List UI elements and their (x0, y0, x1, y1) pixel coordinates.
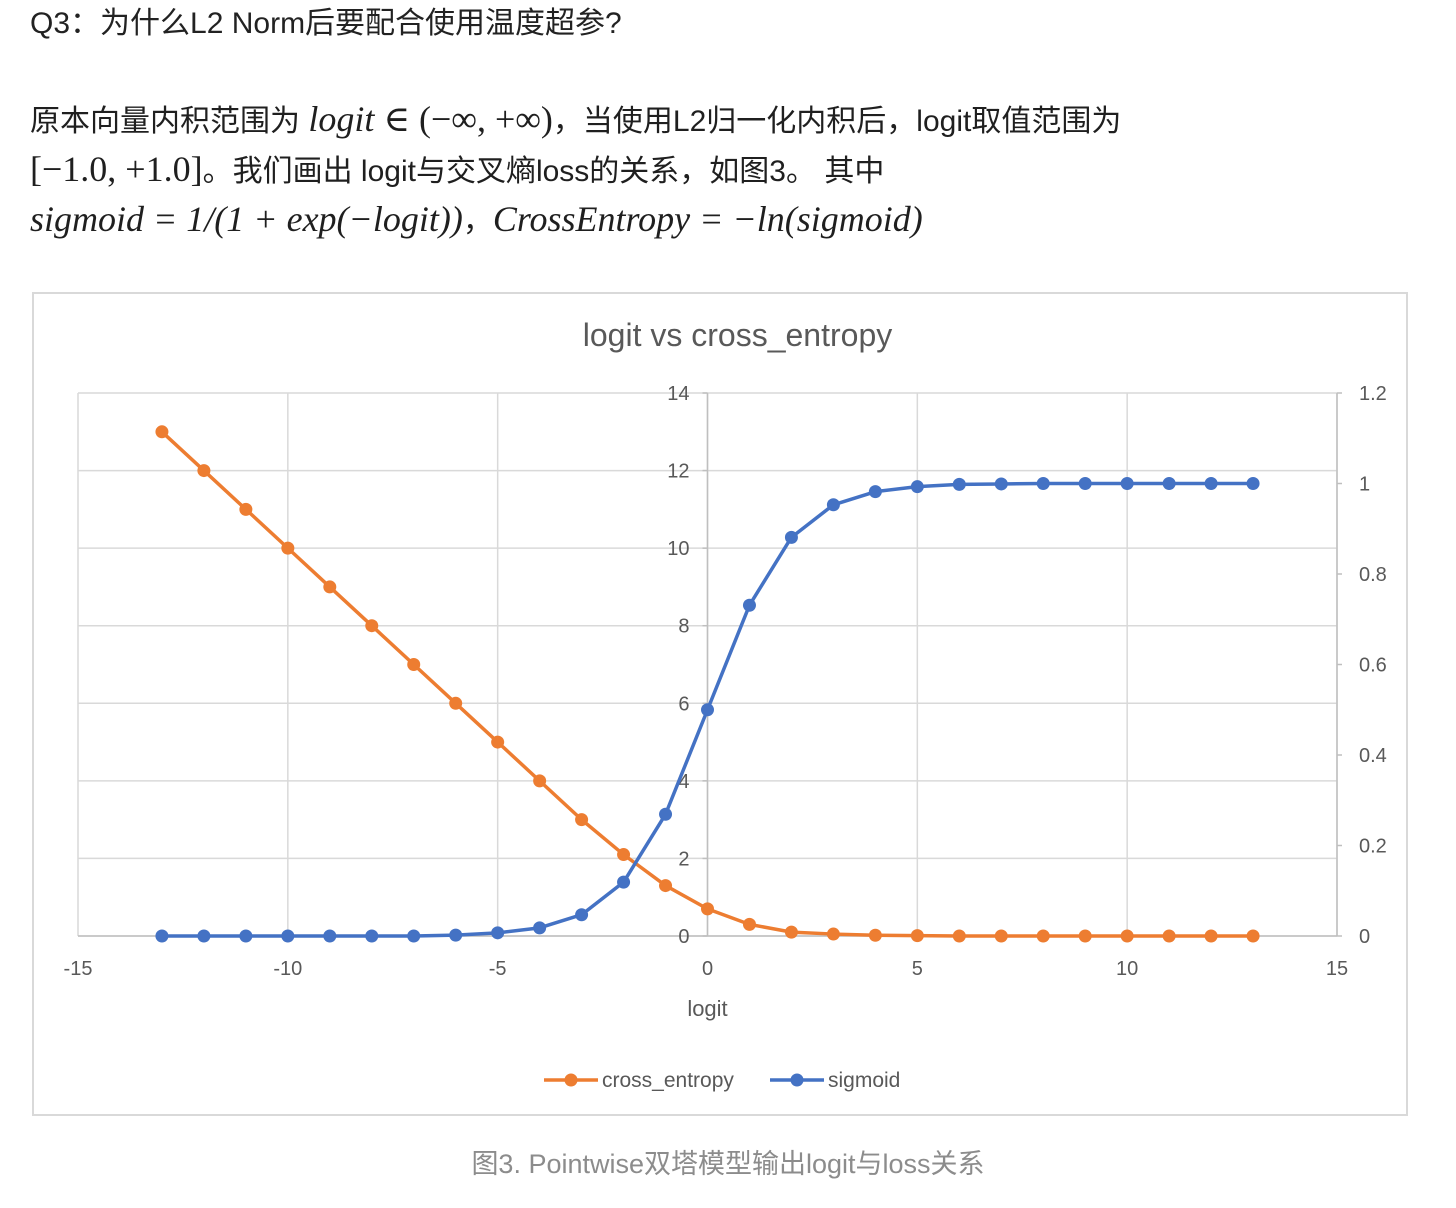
y-tick-label: 12 (667, 461, 689, 483)
data-point-cross_entropy (784, 925, 798, 939)
math-formula: CrossEntropy = −ln(sigmoid) (492, 199, 923, 239)
data-point-sigmoid (994, 477, 1008, 491)
question-heading: Q3：为什么L2 Norm后要配合使用温度超参? (30, 7, 622, 40)
data-point-cross_entropy (952, 929, 966, 943)
paragraph-line-1: 原本向量内积范围为 logit ∈ (−∞, +∞)，当使用L2归一化内积后，l… (30, 96, 1121, 140)
data-point-sigmoid (365, 929, 379, 943)
data-point-cross_entropy (491, 735, 505, 749)
y-tick-label: 6 (678, 693, 689, 715)
data-point-cross_entropy (868, 928, 882, 942)
figure-caption: 图3. Pointwise双塔模型输出logit与loss关系 (471, 1149, 985, 1179)
math-formula: sigmoid = 1/(1 + exp(−logit)) (30, 199, 463, 239)
x-tick-label: 5 (912, 958, 923, 980)
data-point-sigmoid (449, 928, 463, 942)
data-point-sigmoid (1078, 477, 1092, 490)
paragraph-text: 原本向量内积范围为 (30, 105, 309, 138)
x-tick-label: -10 (273, 958, 302, 980)
data-point-cross_entropy (281, 541, 295, 555)
y-tick-label: 4 (678, 771, 689, 793)
data-point-cross_entropy (1078, 929, 1092, 943)
y-tick-label: 10 (667, 538, 689, 560)
data-point-cross_entropy (449, 696, 463, 710)
data-point-cross_entropy (617, 848, 631, 862)
x-axis-label: logit (687, 996, 727, 1021)
x-tick-label: -15 (64, 958, 93, 980)
data-point-sigmoid (1246, 477, 1260, 490)
paragraph-line-3: sigmoid = 1/(1 + exp(−logit))，CrossEntro… (30, 196, 923, 240)
data-point-cross_entropy (407, 658, 421, 671)
paragraph-line-2: [−1.0, +1.0]。我们画出 logit与交叉熵loss的关系，如图3。 … (30, 146, 884, 190)
y2-tick-label: 0.4 (1359, 745, 1387, 767)
data-point-sigmoid (323, 929, 337, 943)
data-point-sigmoid (533, 921, 547, 935)
legend-label-sigmoid: sigmoid (828, 1069, 900, 1092)
data-point-sigmoid (910, 480, 924, 494)
legend-label-cross_entropy: cross_entropy (602, 1069, 734, 1092)
data-point-sigmoid (1120, 477, 1134, 490)
paragraph-text: 。我们画出 logit与交叉熵loss的关系，如图3。 其中 (202, 155, 885, 188)
y2-tick-label: 1 (1359, 474, 1370, 496)
x-tick-label: 0 (702, 958, 713, 980)
data-point-cross_entropy (1120, 929, 1134, 943)
x-tick-label: 10 (1116, 958, 1138, 980)
data-point-sigmoid (491, 926, 505, 940)
legend-marker-sigmoid (790, 1073, 804, 1087)
data-point-cross_entropy (1036, 929, 1050, 943)
data-point-sigmoid (617, 875, 631, 889)
legend-marker-cross_entropy (564, 1073, 578, 1087)
y-tick-label: 8 (678, 616, 689, 638)
data-point-cross_entropy (533, 774, 547, 788)
data-point-cross_entropy (1246, 929, 1260, 943)
data-point-cross_entropy (701, 902, 714, 916)
data-point-sigmoid (1204, 477, 1218, 490)
data-point-sigmoid (742, 598, 756, 612)
y-tick-label: 14 (667, 383, 689, 405)
chart-svg: logit vs cross_entropy-15 -10 -5 0 5 10 150246… (64, 317, 1387, 1092)
data-point-sigmoid (575, 908, 589, 922)
data-point-cross_entropy (826, 927, 840, 941)
data-point-cross_entropy (742, 917, 756, 931)
data-point-sigmoid (155, 929, 169, 943)
data-point-sigmoid (701, 703, 714, 717)
x-tick-label: 15 (1326, 958, 1348, 980)
data-point-cross_entropy (994, 929, 1008, 943)
y2-tick-label: 0.2 (1359, 836, 1387, 858)
math-formula: logit ∈ (−∞, +∞) (308, 99, 553, 139)
data-point-cross_entropy (239, 502, 253, 516)
data-point-sigmoid (826, 498, 840, 512)
data-point-cross_entropy (1204, 929, 1218, 943)
chart-container: logit vs cross_entropy -15 -10 -5 0 5 10 15 0 2 4 6… (32, 292, 1408, 1116)
y2-tick-label: 1.2 (1359, 383, 1387, 405)
data-point-cross_entropy (155, 425, 169, 439)
data-point-cross_entropy (323, 580, 337, 594)
y-tick-label: 0 (678, 926, 689, 948)
data-point-sigmoid (952, 477, 966, 491)
data-point-sigmoid (407, 929, 421, 943)
data-point-cross_entropy (575, 813, 589, 827)
y2-tick-label: 0.8 (1359, 564, 1387, 586)
y-tick-label: 2 (678, 848, 689, 870)
data-point-cross_entropy (1162, 929, 1176, 943)
math-formula: [−1.0, +1.0] (30, 149, 203, 189)
data-point-cross_entropy (910, 929, 924, 943)
data-point-sigmoid (1162, 477, 1176, 490)
y2-tick-label: 0.6 (1359, 655, 1387, 677)
data-point-sigmoid (1036, 477, 1050, 490)
data-point-sigmoid (197, 929, 211, 943)
data-point-cross_entropy (197, 464, 211, 478)
data-point-sigmoid (281, 929, 295, 943)
y2-tick-label: 0 (1359, 926, 1370, 948)
data-point-cross_entropy (365, 619, 379, 633)
data-point-sigmoid (239, 929, 253, 943)
data-point-sigmoid (659, 807, 673, 821)
data-point-cross_entropy (659, 879, 673, 893)
data-point-sigmoid (868, 485, 882, 499)
data-point-sigmoid (784, 530, 798, 544)
x-tick-label: -5 (489, 958, 507, 980)
chart-title: logit vs cross_entropy (583, 317, 892, 353)
paragraph-text: ， (462, 205, 493, 238)
paragraph-text: ，当使用L2归一化内积后，logit取值范围为 (552, 105, 1122, 138)
